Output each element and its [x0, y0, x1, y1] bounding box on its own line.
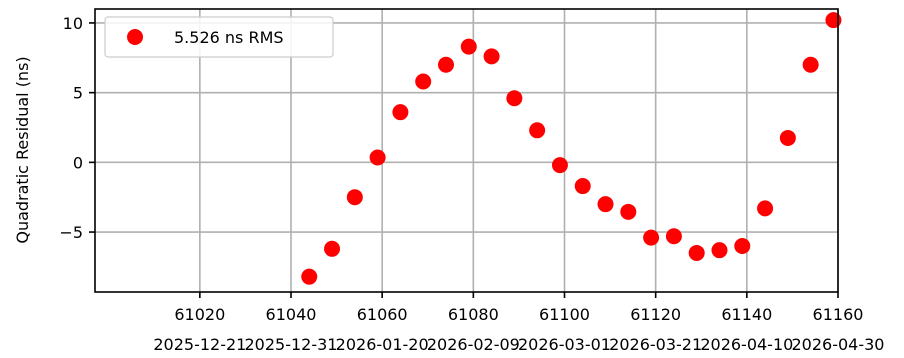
data-point	[529, 122, 546, 139]
data-point	[460, 38, 477, 55]
x-tick-label: 61080	[448, 305, 499, 324]
x-tick-label: 61020	[174, 305, 225, 324]
plot-frame	[94, 8, 839, 293]
x-date-label: 2026-03-01	[518, 335, 611, 354]
legend: 5.526 ns RMS	[104, 16, 334, 58]
y-tick-label: 10	[63, 14, 83, 33]
x-date-label: 2025-12-21	[153, 335, 246, 354]
x-tick-label: 61060	[357, 305, 408, 324]
data-point	[551, 157, 568, 174]
legend-marker	[127, 29, 143, 45]
x-tick-label: 61040	[266, 305, 317, 324]
x-date-label: 2026-04-30	[792, 335, 885, 354]
data-point	[734, 237, 751, 254]
data-point	[437, 56, 454, 73]
axis-ticks: 61020 2025-12-21 61040 2025-12-31 61060 2026-…	[59, 14, 884, 354]
data-point	[711, 242, 728, 259]
data-point	[483, 48, 500, 65]
y-tick-label: −5	[59, 223, 83, 242]
data-point	[779, 129, 796, 146]
x-tick-label: 61100	[539, 305, 590, 324]
data-point	[597, 196, 614, 213]
x-tick-label: 61160	[813, 305, 864, 324]
legend-box	[104, 16, 334, 58]
x-date-label: 2026-02-09	[427, 335, 520, 354]
legend-label: 5.526 ns RMS	[174, 28, 284, 47]
data-point	[802, 56, 819, 73]
x-tick-label: 61120	[630, 305, 681, 324]
data-point	[665, 228, 682, 245]
data-point	[324, 240, 341, 257]
y-tick-label: 5	[73, 84, 83, 103]
x-date-label: 2025-12-31	[245, 335, 338, 354]
data-point	[369, 149, 386, 166]
data-point	[506, 90, 523, 107]
x-tick-label: 61140	[721, 305, 772, 324]
data-point	[757, 200, 774, 217]
data-point	[392, 104, 409, 121]
data-point	[574, 178, 591, 195]
x-date-label: 2026-01-20	[336, 335, 429, 354]
data-point	[346, 189, 363, 206]
y-axis-label: Quadratic Residual (ns)	[13, 56, 32, 243]
data-point	[825, 12, 842, 29]
data-point	[301, 268, 318, 285]
y-tick-label: 0	[73, 153, 83, 172]
data-points	[301, 12, 842, 285]
data-point	[688, 244, 705, 261]
data-point	[643, 229, 660, 246]
data-point	[620, 203, 637, 220]
data-point	[415, 73, 432, 90]
x-date-label: 2026-03-21	[609, 335, 702, 354]
x-date-label: 2026-04-10	[700, 335, 793, 354]
